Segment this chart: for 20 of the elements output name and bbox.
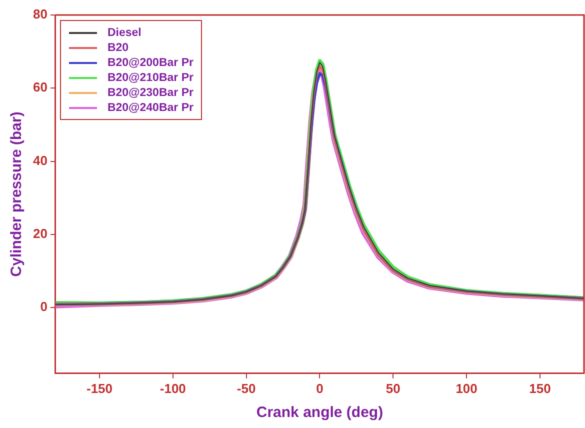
legend-label: B20@230Bar Pr xyxy=(107,86,194,98)
y-tick-label: 60 xyxy=(32,80,48,95)
y-tick-label: 80 xyxy=(32,6,48,22)
y-tick-label: 40 xyxy=(32,152,48,168)
x-tick-label: 150 xyxy=(529,380,551,396)
x-tick-label: -100 xyxy=(160,380,186,396)
legend-label: Diesel xyxy=(107,26,142,38)
legend-label: B20@210Bar Pr xyxy=(107,72,194,84)
y-axis-title: Cylinder pressure (bar) xyxy=(8,112,26,277)
x-tick-label: 100 xyxy=(456,380,478,396)
legend-label: B20 xyxy=(107,42,129,54)
x-tick-label: 0 xyxy=(316,380,324,396)
x-tick-label: -150 xyxy=(86,380,113,396)
y-tick-label: 0 xyxy=(40,299,48,314)
x-axis-title: Crank angle (deg) xyxy=(256,404,384,422)
x-tick-label: 50 xyxy=(386,380,400,396)
y-tick-label: 20 xyxy=(32,226,48,242)
x-tick-label: -50 xyxy=(236,380,256,396)
legend-label: B20@200Bar Pr xyxy=(107,56,194,68)
legend-label: B20@240Bar Pr xyxy=(107,102,194,114)
